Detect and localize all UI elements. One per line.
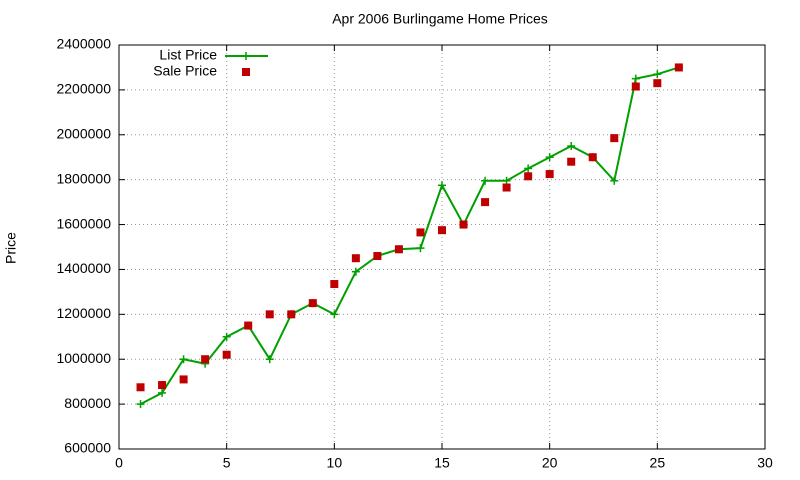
point xyxy=(481,198,490,207)
x-tick-label: 10 xyxy=(327,455,343,471)
legend-marker xyxy=(242,68,250,76)
plot-border xyxy=(118,44,766,450)
y-tick-label: 1800000 xyxy=(56,170,111,186)
point xyxy=(502,176,511,185)
legend-label: List Price xyxy=(159,47,217,63)
point xyxy=(416,228,425,237)
point xyxy=(373,251,382,260)
y-tick-label: 1400000 xyxy=(56,260,111,276)
point xyxy=(653,79,662,88)
y-tick-label: 2200000 xyxy=(56,81,111,97)
point xyxy=(201,355,210,364)
point xyxy=(287,310,296,319)
point xyxy=(351,254,360,263)
x-tick-label: 15 xyxy=(434,455,450,471)
x-tick-label: 5 xyxy=(223,455,231,471)
point xyxy=(502,183,511,192)
point xyxy=(308,299,317,308)
y-tick-label: 2000000 xyxy=(56,125,111,141)
point xyxy=(136,400,145,409)
point xyxy=(545,153,554,162)
y-tick-label: 600000 xyxy=(64,440,111,456)
point xyxy=(588,153,597,162)
point xyxy=(524,164,533,173)
chart-title: Apr 2006 Burlingame Home Prices xyxy=(332,11,548,27)
y-tick-label: 1000000 xyxy=(56,350,111,366)
point xyxy=(136,383,145,392)
point xyxy=(481,176,490,185)
y-axis-label: Price xyxy=(3,232,19,264)
point xyxy=(631,82,640,91)
point xyxy=(610,134,619,143)
point xyxy=(653,70,662,79)
point xyxy=(265,310,274,319)
point xyxy=(265,355,274,364)
point xyxy=(459,220,468,229)
x-tick-label: 0 xyxy=(115,455,123,471)
point xyxy=(416,244,425,253)
x-tick-label: 20 xyxy=(542,455,558,471)
point xyxy=(631,74,640,83)
point xyxy=(674,63,683,72)
point xyxy=(222,350,231,359)
point xyxy=(567,157,576,166)
point xyxy=(330,310,339,319)
point xyxy=(438,226,446,235)
point xyxy=(222,332,231,341)
point xyxy=(179,355,188,364)
point xyxy=(567,142,576,150)
legend-label: Sale Price xyxy=(153,63,217,79)
x-tick-label: 30 xyxy=(757,455,773,471)
point xyxy=(545,170,554,179)
point xyxy=(610,176,619,185)
point xyxy=(524,172,533,181)
y-tick-label: 800000 xyxy=(64,395,111,411)
y-tick-label: 1200000 xyxy=(56,305,111,321)
point xyxy=(158,388,167,397)
x-tick-label: 25 xyxy=(650,455,666,471)
point xyxy=(351,267,360,276)
legend-marker xyxy=(242,52,250,60)
point xyxy=(438,181,446,190)
y-tick-label: 1600000 xyxy=(56,215,111,231)
point xyxy=(394,245,403,254)
y-tick-label: 2400000 xyxy=(56,36,111,52)
point xyxy=(244,321,253,330)
point xyxy=(330,280,339,289)
point xyxy=(158,381,167,390)
point xyxy=(179,375,188,384)
